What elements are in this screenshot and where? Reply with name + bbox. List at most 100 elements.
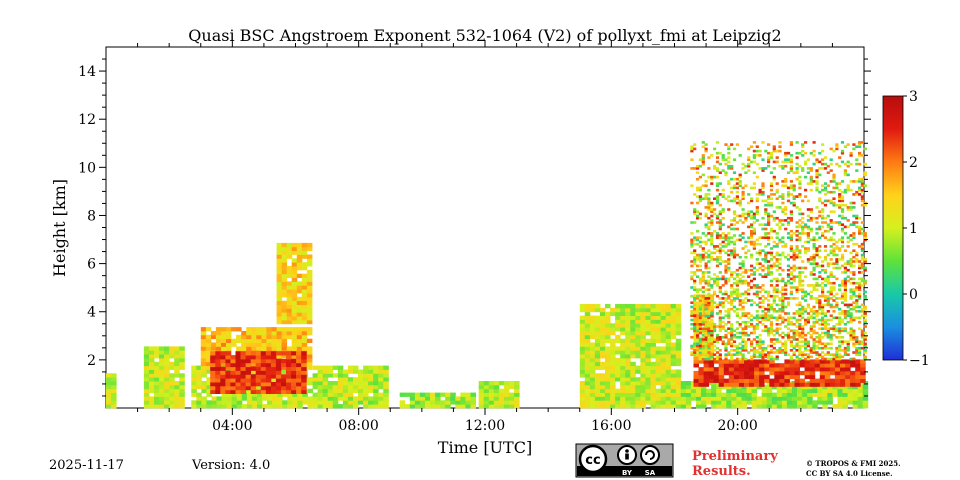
heatmap-cell (842, 392, 848, 397)
heatmap-cell (755, 199, 759, 203)
heatmap-cell (767, 355, 771, 359)
heatmap-cell (270, 366, 277, 371)
heatmap-cell (727, 301, 731, 304)
heatmap-cell (840, 271, 845, 274)
heatmap-cell (795, 266, 799, 270)
heatmap-cell (730, 349, 734, 352)
heatmap-cell (514, 404, 520, 409)
heatmap-cell (863, 236, 867, 239)
heatmap-cell (843, 327, 847, 330)
heatmap-cell (858, 245, 862, 248)
heatmap-cell (789, 247, 793, 250)
heatmap-cell (630, 350, 636, 355)
heatmap-cell (226, 327, 232, 332)
heatmap-cell (707, 227, 711, 231)
heatmap-cell (276, 258, 283, 263)
heatmap-cell (174, 400, 180, 405)
heatmap-cell (693, 314, 697, 317)
heatmap-cell (798, 266, 802, 270)
heatmap-cell (200, 327, 207, 332)
heatmap-cell (630, 404, 636, 409)
heatmap-cell (255, 378, 262, 383)
heatmap-cell (764, 260, 768, 263)
heatmap-cell (220, 370, 226, 375)
heatmap-cell (205, 350, 212, 355)
heatmap-cell (718, 151, 722, 155)
heatmap-cell (755, 210, 759, 213)
heatmap-cell (696, 238, 700, 242)
heatmap-cell (296, 355, 302, 360)
heatmap-cell (767, 212, 771, 216)
heatmap-cell (764, 199, 768, 203)
heatmap-cell (715, 245, 720, 248)
heatmap-cell (708, 356, 715, 361)
heatmap-cell (675, 369, 682, 374)
heatmap-cell (735, 279, 739, 283)
heatmap-cell (301, 385, 307, 391)
heatmap-cell (698, 199, 702, 203)
heatmap-cell (858, 177, 862, 181)
heatmap-cell (798, 333, 802, 337)
heatmap-cell (715, 346, 720, 350)
heatmap-cell (600, 315, 606, 320)
heatmap-cell (690, 271, 694, 274)
heatmap-cell (764, 245, 768, 248)
heatmap-cell (317, 392, 324, 397)
heatmap-cell (812, 340, 816, 343)
heatmap-cell (640, 357, 646, 363)
heatmap-cell (206, 388, 212, 393)
heatmap-cell (701, 294, 705, 298)
heatmap-cell (630, 384, 636, 390)
heatmap-cell (196, 365, 202, 370)
heatmap-cell (764, 290, 768, 294)
heatmap-cell (675, 342, 682, 347)
heatmap-cell (710, 325, 714, 328)
heatmap-cell (779, 363, 785, 368)
heatmap-cell (205, 365, 212, 370)
heatmap-cell (758, 262, 762, 265)
heatmap-cell (698, 307, 702, 311)
heatmap-cell (707, 199, 711, 203)
heatmap-cell (221, 327, 227, 332)
heatmap-cell (478, 396, 485, 401)
heatmap-cell (164, 361, 170, 367)
heatmap-cell (266, 338, 272, 343)
heatmap-cell (832, 357, 836, 361)
heatmap-cell (605, 327, 611, 332)
heatmap-cell (736, 388, 742, 393)
heatmap-cell (640, 384, 646, 390)
heatmap-cell (775, 190, 779, 194)
heatmap-cell (761, 384, 768, 390)
heatmap-cell (758, 253, 762, 257)
heatmap-cell (322, 384, 329, 390)
heatmap-cell (630, 334, 636, 340)
heatmap-cell (804, 232, 808, 235)
heatmap-cell (594, 350, 601, 355)
heatmap-cell (693, 238, 697, 242)
heatmap-cell (286, 289, 293, 294)
heatmap-cell (812, 310, 816, 313)
heatmap-cell (210, 358, 216, 364)
heatmap-cell (776, 392, 783, 397)
heatmap-cell (675, 315, 682, 320)
heatmap-cell (221, 404, 228, 409)
heatmap-cell (670, 319, 677, 324)
heatmap-cell (715, 338, 720, 341)
heatmap-cell (718, 286, 722, 289)
heatmap-cell (665, 377, 672, 382)
heatmap-cell (660, 404, 667, 409)
heatmap-cell (698, 338, 702, 341)
heatmap-cell (149, 381, 155, 386)
heatmap-cell (826, 310, 830, 313)
heatmap-cell (823, 236, 828, 239)
heatmap-cell (749, 367, 755, 372)
heatmap-cell (818, 355, 822, 359)
heatmap-cell (829, 382, 836, 387)
heatmap-cell (106, 373, 112, 378)
x-axis: 04:00 08:00 12:00 16:00 20:00 (137, 40, 833, 434)
heatmap-cell (767, 351, 771, 354)
heatmap-cell (292, 400, 298, 405)
heatmap-cell (786, 232, 791, 235)
heatmap-cell (368, 377, 374, 382)
heatmap-cell (322, 369, 329, 374)
